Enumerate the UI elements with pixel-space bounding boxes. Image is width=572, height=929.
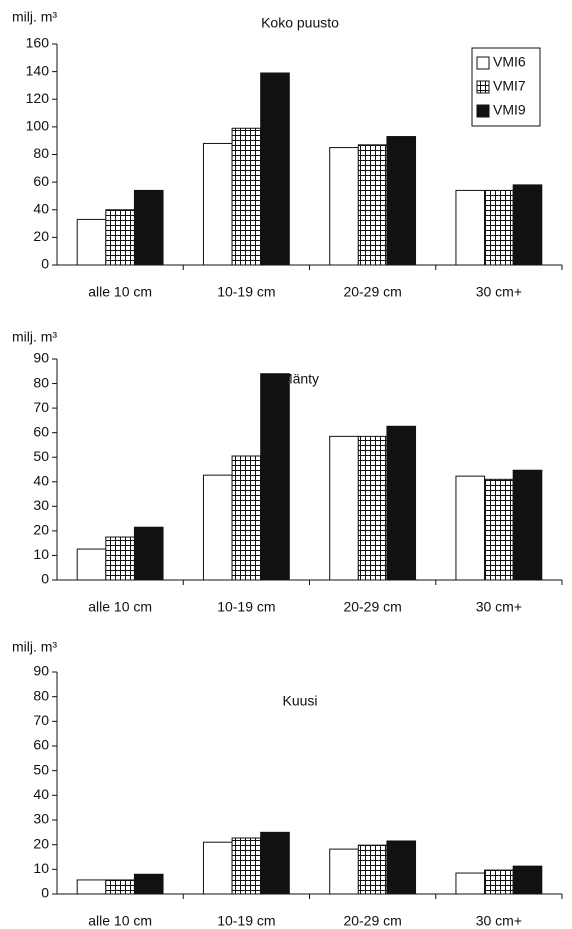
chart-title: Mänty bbox=[281, 371, 319, 387]
y-tick-label: 60 bbox=[33, 737, 49, 753]
bar bbox=[455, 475, 486, 581]
bar bbox=[202, 841, 233, 895]
legend-swatch bbox=[476, 80, 490, 94]
bar bbox=[260, 72, 290, 266]
y-tick-label: 10 bbox=[33, 860, 49, 876]
bar bbox=[512, 184, 543, 266]
y-tick-label: 90 bbox=[33, 663, 49, 679]
y-tick-label: 50 bbox=[33, 761, 49, 777]
bar bbox=[105, 879, 135, 895]
bar bbox=[512, 469, 543, 581]
chart-title: Kuusi bbox=[282, 693, 317, 709]
y-tick-label: 30 bbox=[33, 497, 49, 513]
bar bbox=[329, 435, 359, 581]
y-tick-label: 30 bbox=[33, 811, 49, 827]
y-tick-label: 20 bbox=[33, 835, 49, 851]
y-tick-label: 70 bbox=[33, 712, 49, 728]
y-tick-label: 10 bbox=[33, 546, 49, 562]
y-tick-label: 20 bbox=[33, 228, 49, 244]
x-tick-label: 20-29 cm bbox=[343, 599, 401, 615]
bar bbox=[202, 142, 233, 266]
bar bbox=[231, 127, 262, 266]
y-tick-label: 80 bbox=[33, 687, 49, 703]
y-axis-label: milj. m³ bbox=[12, 329, 57, 345]
chart-title: Koko puusto bbox=[261, 15, 339, 31]
y-tick-label: 40 bbox=[33, 786, 49, 802]
bar bbox=[202, 474, 233, 581]
y-tick-label: 80 bbox=[33, 145, 49, 161]
y-tick-label: 120 bbox=[26, 90, 50, 106]
legend-label: VMI9 bbox=[493, 102, 526, 118]
bar bbox=[76, 548, 107, 581]
bar bbox=[357, 144, 388, 266]
y-tick-label: 160 bbox=[26, 35, 50, 51]
bar bbox=[329, 147, 359, 266]
bar bbox=[455, 872, 486, 895]
legend-label: VMI7 bbox=[493, 78, 526, 94]
bar bbox=[76, 879, 107, 895]
bar bbox=[260, 373, 290, 581]
y-tick-label: 0 bbox=[41, 256, 49, 272]
y-tick-label: 20 bbox=[33, 522, 49, 538]
bar bbox=[386, 136, 417, 266]
bar bbox=[484, 478, 514, 581]
bar bbox=[455, 189, 486, 266]
y-tick-label: 70 bbox=[33, 399, 49, 415]
legend-swatch bbox=[476, 56, 490, 70]
bar bbox=[357, 844, 388, 895]
bar bbox=[231, 837, 262, 895]
x-tick-label: alle 10 cm bbox=[88, 284, 152, 300]
x-tick-label: 20-29 cm bbox=[343, 913, 401, 929]
bar bbox=[484, 189, 514, 266]
y-tick-label: 90 bbox=[33, 350, 49, 366]
y-tick-label: 100 bbox=[26, 118, 50, 134]
bar bbox=[357, 435, 388, 581]
y-tick-label: 140 bbox=[26, 62, 50, 78]
bar bbox=[105, 209, 135, 266]
legend-swatch bbox=[476, 104, 490, 118]
bar bbox=[484, 869, 514, 895]
bar bbox=[133, 873, 164, 895]
x-tick-label: alle 10 cm bbox=[88, 599, 152, 615]
x-tick-label: 10-19 cm bbox=[217, 284, 275, 300]
x-tick-label: 10-19 cm bbox=[217, 913, 275, 929]
y-axis-label: milj. m³ bbox=[12, 9, 57, 25]
legend-label: VMI6 bbox=[493, 54, 526, 70]
bar bbox=[231, 455, 262, 581]
bar bbox=[76, 218, 107, 266]
y-tick-label: 40 bbox=[33, 200, 49, 216]
y-axis-label: milj. m³ bbox=[12, 639, 57, 655]
x-tick-label: 20-29 cm bbox=[343, 284, 401, 300]
y-tick-label: 80 bbox=[33, 374, 49, 390]
bar bbox=[386, 425, 417, 581]
y-tick-label: 60 bbox=[33, 423, 49, 439]
x-tick-label: 30 cm+ bbox=[476, 913, 522, 929]
y-tick-label: 50 bbox=[33, 448, 49, 464]
bar bbox=[105, 536, 135, 581]
x-tick-label: 10-19 cm bbox=[217, 599, 275, 615]
y-tick-label: 0 bbox=[41, 571, 49, 587]
bar bbox=[512, 865, 543, 895]
bar bbox=[260, 831, 290, 895]
y-tick-label: 0 bbox=[41, 885, 49, 901]
x-tick-label: 30 cm+ bbox=[476, 284, 522, 300]
bar bbox=[133, 189, 164, 266]
bar bbox=[386, 840, 417, 895]
x-tick-label: 30 cm+ bbox=[476, 599, 522, 615]
y-tick-label: 40 bbox=[33, 472, 49, 488]
bar bbox=[133, 526, 164, 581]
y-tick-label: 60 bbox=[33, 173, 49, 189]
x-tick-label: alle 10 cm bbox=[88, 913, 152, 929]
bar bbox=[329, 848, 359, 895]
